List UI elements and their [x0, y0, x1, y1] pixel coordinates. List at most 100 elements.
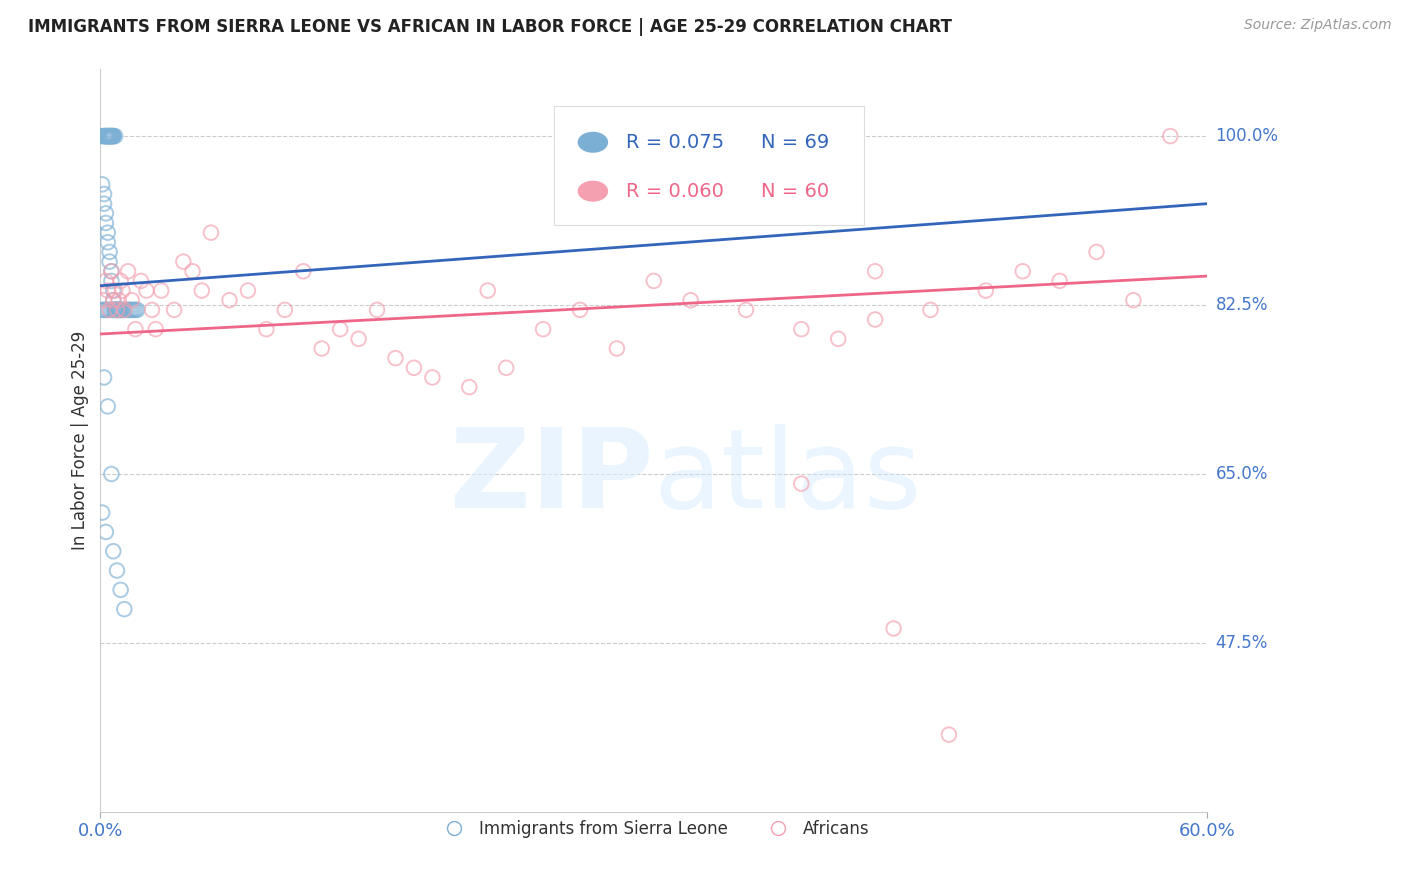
Point — [104, 302, 127, 317]
Point — [100, 467, 122, 481]
Point — [200, 226, 222, 240]
Point — [104, 129, 127, 144]
Point — [735, 302, 758, 317]
Point — [1049, 274, 1071, 288]
Circle shape — [578, 181, 607, 201]
Point — [100, 129, 122, 144]
Point — [104, 284, 127, 298]
Text: 47.5%: 47.5% — [1216, 634, 1268, 652]
Point — [117, 264, 139, 278]
Point — [110, 274, 132, 288]
Point — [863, 264, 886, 278]
Point — [218, 293, 240, 308]
Point — [97, 284, 120, 298]
Point — [172, 254, 194, 268]
Point — [150, 284, 173, 298]
Point — [643, 274, 665, 288]
Point — [236, 284, 259, 298]
Point — [121, 293, 143, 308]
Point — [97, 129, 120, 144]
Point — [1122, 293, 1144, 308]
Point — [100, 302, 122, 317]
Point — [863, 312, 886, 326]
Point — [93, 196, 115, 211]
Point — [111, 284, 134, 298]
Point — [103, 284, 125, 298]
Point — [94, 302, 117, 317]
Legend: Immigrants from Sierra Leone, Africans: Immigrants from Sierra Leone, Africans — [432, 814, 876, 845]
Point — [97, 400, 120, 414]
Point — [145, 322, 167, 336]
Point — [94, 216, 117, 230]
Point — [107, 302, 129, 317]
Text: atlas: atlas — [654, 424, 922, 531]
Point — [254, 322, 277, 336]
Point — [292, 264, 315, 278]
Point — [100, 274, 122, 288]
Point — [569, 302, 592, 317]
Point — [1159, 129, 1181, 144]
Point — [103, 302, 125, 317]
Point — [93, 302, 115, 317]
Point — [181, 264, 204, 278]
Point — [94, 274, 117, 288]
Point — [98, 129, 121, 144]
Point — [98, 302, 121, 317]
Point — [920, 302, 942, 317]
Point — [115, 302, 138, 317]
Point — [104, 302, 127, 317]
Point — [110, 302, 132, 317]
Point — [347, 332, 370, 346]
Text: N = 69: N = 69 — [761, 133, 830, 152]
Point — [97, 129, 120, 144]
Circle shape — [578, 133, 607, 152]
Point — [91, 506, 114, 520]
Point — [98, 254, 121, 268]
Point — [311, 342, 333, 356]
Point — [458, 380, 481, 394]
Point — [98, 129, 121, 144]
Point — [1085, 244, 1108, 259]
Point — [100, 129, 122, 144]
Point — [103, 129, 125, 144]
Point — [107, 302, 129, 317]
Point — [117, 302, 139, 317]
Point — [124, 302, 146, 317]
Point — [531, 322, 554, 336]
Point — [402, 360, 425, 375]
Text: ZIP: ZIP — [450, 424, 654, 531]
Point — [827, 332, 849, 346]
Point — [495, 360, 517, 375]
Point — [122, 302, 145, 317]
Point — [93, 129, 115, 144]
Point — [107, 302, 129, 317]
Text: R = 0.075: R = 0.075 — [626, 133, 724, 152]
Point — [97, 235, 120, 250]
Point — [94, 129, 117, 144]
Y-axis label: In Labor Force | Age 25-29: In Labor Force | Age 25-29 — [72, 331, 89, 549]
Point — [97, 226, 120, 240]
Point — [477, 284, 499, 298]
Point — [98, 302, 121, 317]
Point — [110, 582, 132, 597]
Point — [112, 302, 135, 317]
Point — [98, 129, 121, 144]
Point — [112, 602, 135, 616]
Point — [97, 302, 120, 317]
Text: 100.0%: 100.0% — [1216, 127, 1278, 145]
Point — [110, 302, 132, 317]
Point — [606, 342, 628, 356]
Text: N = 60: N = 60 — [761, 182, 830, 201]
Point — [103, 293, 125, 308]
Point — [790, 322, 813, 336]
Point — [91, 178, 114, 192]
Point — [129, 274, 152, 288]
Point — [93, 293, 115, 308]
Point — [105, 302, 128, 317]
Point — [94, 206, 117, 220]
Point — [105, 302, 128, 317]
Point — [366, 302, 388, 317]
Point — [93, 129, 115, 144]
Point — [100, 129, 122, 144]
Point — [105, 302, 128, 317]
